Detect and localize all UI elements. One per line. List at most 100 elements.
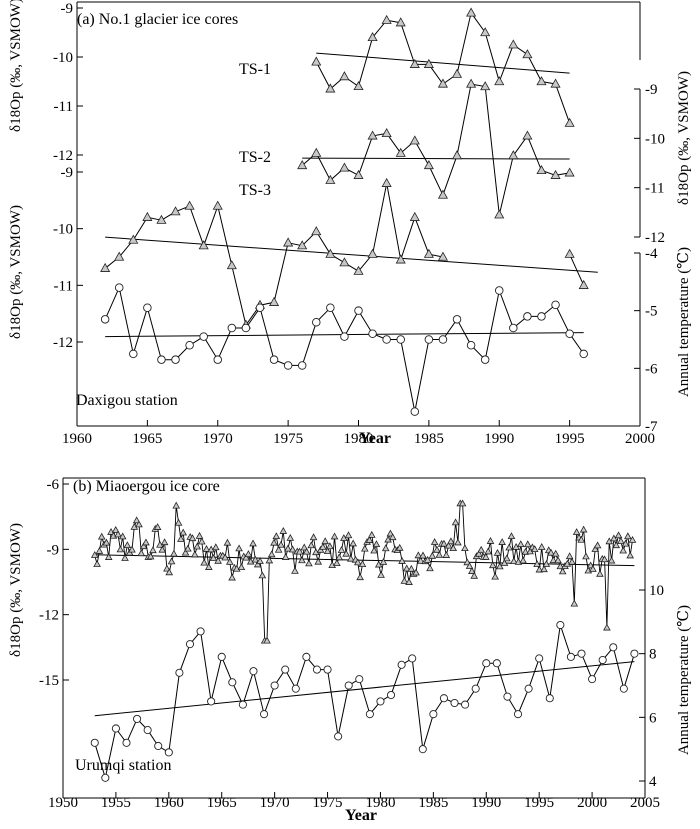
data-point-miaoergou	[533, 560, 541, 567]
data-point-miaoergou	[502, 554, 511, 562]
data-point-TS-2	[550, 169, 561, 179]
panel-b: (b) Miaoergou ice core Year Urumqi stati…	[8, 477, 692, 824]
data-point-urumqi	[365, 710, 374, 719]
data-point-miaoergou	[195, 531, 204, 539]
data-point-miaoergou	[235, 544, 243, 552]
data-point-miaoergou	[326, 542, 334, 550]
data-point-Daxigou station	[100, 315, 110, 324]
data-point-miaoergou	[547, 548, 555, 556]
data-point-urumqi	[609, 643, 618, 652]
data-point-miaoergou	[398, 557, 406, 564]
ytick-label-ur_axis: 10	[649, 583, 664, 599]
data-point-TS-3	[184, 200, 195, 210]
data-point-TS-3	[395, 254, 406, 264]
data-point-miaoergou	[465, 562, 474, 569]
data-point-TS-1	[494, 76, 505, 86]
data-point-miaoergou	[440, 539, 448, 547]
data-point-miaoergou	[423, 555, 432, 563]
data-point-miaoergou	[542, 560, 551, 567]
data-point-TS-3	[198, 240, 209, 250]
data-point-TS-2	[536, 164, 547, 175]
data-point-miaoergou	[493, 548, 502, 556]
data-point-TS-2	[381, 127, 392, 138]
data-point-urumqi	[323, 665, 332, 674]
data-point-urumqi	[133, 714, 142, 723]
data-point-miaoergou	[388, 533, 397, 541]
data-point-TS-1	[423, 58, 434, 68]
data-point-TS-3	[409, 211, 420, 221]
data-point-Daxigou station	[382, 335, 391, 344]
ytick-label-temp_axis: -6	[645, 361, 658, 377]
panel-a-title: (a) No.1 glacier ice cores	[77, 11, 238, 28]
data-point-miaoergou	[370, 546, 378, 554]
data-point-miaoergou	[132, 516, 141, 524]
data-point-miaoergou	[314, 557, 323, 565]
data-point-miaoergou	[286, 533, 295, 541]
data-point-miaoergou	[198, 537, 206, 545]
panel-b-xtick-label: 1965	[207, 795, 237, 811]
data-point-Daxigou station	[396, 335, 405, 344]
data-point-miaoergou	[405, 578, 413, 585]
data-point-miaoergou	[367, 530, 376, 538]
data-point-TS-3	[170, 206, 181, 216]
data-point-miaoergou	[414, 551, 423, 559]
data-point-TS-1	[480, 27, 491, 37]
data-point-miaoergou	[319, 542, 327, 550]
data-point-urumqi	[90, 738, 99, 747]
data-point-TS-2	[508, 150, 519, 160]
data-point-urumqi	[397, 660, 406, 669]
ytick-label-ts2_axis: -10	[645, 131, 665, 147]
data-point-miaoergou	[228, 573, 236, 581]
data-point-miaoergou	[523, 540, 532, 548]
annotation-daxigou: Daxigou station	[76, 392, 178, 409]
data-point-Daxigou station	[466, 341, 476, 350]
data-point-miaoergou	[223, 538, 232, 546]
data-point-TS-1	[550, 78, 561, 88]
data-point-urumqi	[408, 654, 417, 663]
data-point-miaoergou	[188, 534, 197, 542]
data-point-miaoergou	[537, 543, 546, 550]
data-point-Daxigou station	[523, 312, 532, 321]
data-point-miaoergou	[323, 547, 332, 555]
data-point-TS-1	[564, 117, 575, 127]
data-point-urumqi	[217, 652, 226, 661]
data-point-TS-3	[142, 211, 153, 221]
series-line-urumqi	[94, 624, 635, 780]
data-point-TS-3	[100, 262, 111, 272]
data-point-urumqi	[524, 684, 533, 693]
ylabel-temp-b: Annual temperature (℃)	[676, 605, 692, 755]
data-point-TS-3	[268, 296, 280, 306]
panel-b-xtick-label: 1970	[260, 795, 290, 811]
ytick-label-ur_axis: 6	[649, 710, 657, 726]
data-point-miaoergou	[191, 550, 199, 558]
panel-b-title: (b) Miaoergou ice core	[73, 478, 220, 495]
data-point-Daxigou station	[171, 355, 180, 364]
data-point-miaoergou	[519, 556, 527, 564]
data-point-miaoergou	[172, 501, 181, 509]
data-point-Daxigou station	[410, 407, 420, 416]
panel-a-xtick-label: 1965	[132, 431, 162, 447]
data-point-urumqi	[386, 691, 396, 700]
data-point-miaoergou	[181, 548, 190, 556]
data-point-miaoergou	[468, 567, 476, 574]
data-point-miaoergou	[347, 554, 355, 562]
data-point-miaoergou	[509, 557, 518, 565]
data-point-miaoergou	[160, 538, 169, 546]
data-point-miaoergou	[330, 532, 339, 540]
ytick-label-ts1_axis: -10	[53, 50, 73, 66]
series-line-TS-3	[569, 253, 585, 286]
data-point-urumqi	[471, 684, 480, 693]
series-line-miaoergou	[94, 503, 633, 642]
data-point-miaoergou	[447, 537, 455, 545]
data-point-miaoergou	[179, 528, 188, 536]
data-point-urumqi	[588, 675, 597, 684]
data-point-miaoergou	[349, 539, 357, 547]
data-point-miaoergou	[624, 532, 632, 540]
data-point-miaoergou	[582, 552, 590, 560]
data-point-miaoergou	[353, 558, 362, 566]
data-point-Daxigou station	[283, 361, 293, 370]
data-point-miaoergou	[482, 553, 490, 560]
trend-line-urumqi	[94, 661, 635, 717]
data-point-urumqi	[439, 694, 448, 703]
data-point-miaoergou	[554, 556, 562, 564]
